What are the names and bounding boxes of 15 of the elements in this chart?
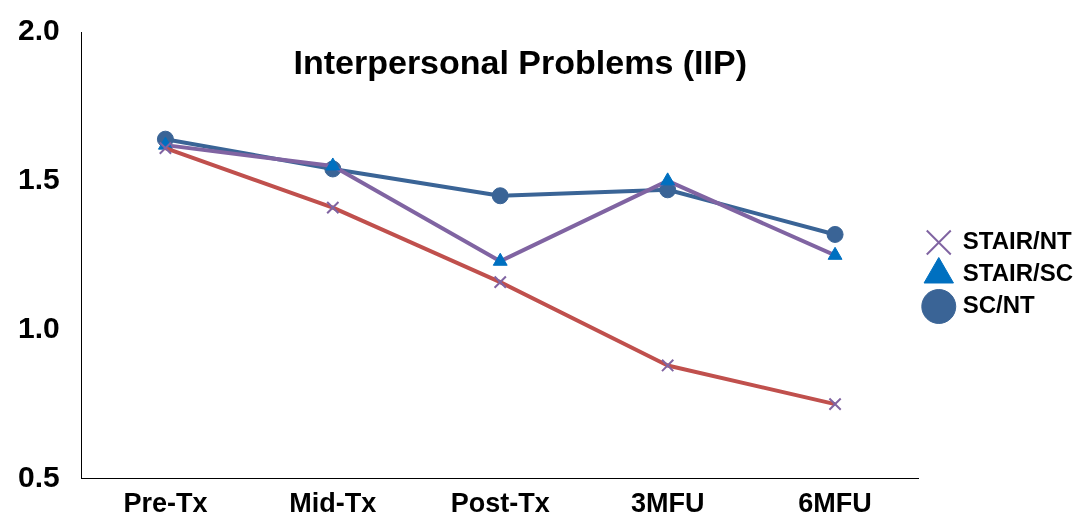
x-tick-label: Post-Tx <box>450 488 550 519</box>
legend-label: STAIR/NT <box>962 227 1072 255</box>
x-tick-label: 6MFU <box>798 488 872 519</box>
y-tick-label: 0.5 <box>17 459 60 493</box>
legend-label: SC/NT <box>962 291 1036 319</box>
point <box>826 225 844 243</box>
x-tick-label: 3MFU <box>630 488 705 519</box>
x-tick-label: Mid-Tx <box>289 488 377 519</box>
y-tick-label: 1.5 <box>17 162 60 196</box>
legend-label: STAIR/SC <box>962 259 1074 287</box>
chart-title: Interpersonal Problems (IIP) <box>293 43 747 82</box>
x-tick-label: Pre-Tx <box>123 488 208 519</box>
y-tick-label: 2.0 <box>17 13 60 47</box>
point <box>491 187 509 205</box>
y-tick-label: 1.0 <box>17 311 60 344</box>
